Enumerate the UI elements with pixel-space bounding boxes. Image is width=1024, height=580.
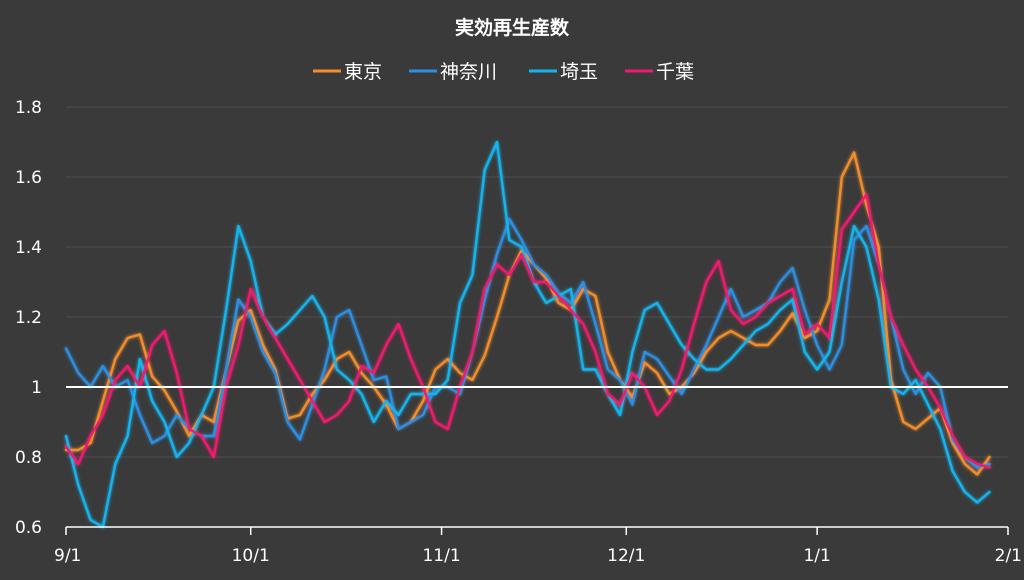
legend-label-4: 千葉 bbox=[656, 61, 694, 83]
y-tick-label: 0.6 bbox=[15, 518, 42, 538]
y-tick-label: 0.8 bbox=[15, 448, 42, 468]
series-line-2 bbox=[64, 217, 991, 469]
series-line-1 bbox=[64, 151, 991, 476]
x-tick-label: 12/1 bbox=[607, 546, 645, 566]
legend-label-2: 神奈川 bbox=[440, 61, 497, 83]
x-tick-label: 11/1 bbox=[422, 546, 460, 566]
y-tick-label: 1.6 bbox=[15, 168, 42, 188]
x-tick-label: 9/1 bbox=[54, 546, 81, 566]
legend-label-3: 埼玉 bbox=[560, 61, 598, 83]
series-line-4 bbox=[64, 193, 991, 469]
y-tick-label: 1 bbox=[31, 378, 42, 398]
x-tick-label: 2/1 bbox=[995, 546, 1022, 566]
x-tick-label: 10/1 bbox=[232, 546, 270, 566]
y-axis-ticks: 0.6 0.8 1 1.2 1.4 1.6 1.8 bbox=[15, 98, 42, 538]
chart-title: 実効再生産数 bbox=[455, 16, 570, 39]
y-tick-label: 1.8 bbox=[15, 98, 42, 118]
series-lines bbox=[64, 140, 991, 529]
chart-legend: 東京 神奈川 埼玉 千葉 bbox=[313, 61, 694, 83]
x-axis: 9/1 10/1 11/1 12/1 1/1 2/1 bbox=[54, 526, 1022, 566]
y-tick-label: 1.2 bbox=[15, 308, 42, 328]
series-line-3 bbox=[64, 140, 991, 529]
legend-label-1: 東京 bbox=[344, 61, 382, 83]
y-tick-label: 1.4 bbox=[15, 238, 42, 258]
x-tick-label: 1/1 bbox=[803, 546, 830, 566]
grid-lines bbox=[66, 106, 1008, 458]
